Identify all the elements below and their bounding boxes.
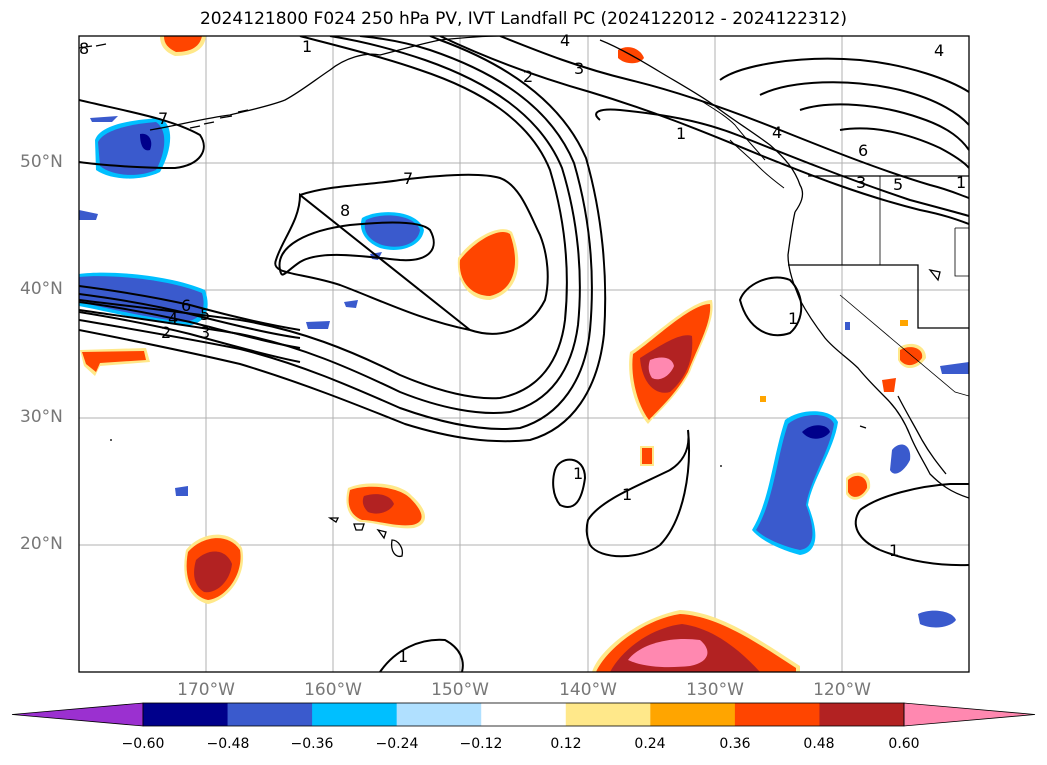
colorbar-extend-low — [11, 702, 144, 727]
colorbar-cell — [565, 703, 651, 726]
lon-label: 170°W — [177, 680, 235, 700]
colorbar-cell — [481, 703, 567, 726]
lon-label: 160°W — [304, 680, 362, 700]
contour-label: 2 — [523, 67, 533, 86]
colorbar-cell — [227, 703, 313, 726]
contour-label: 1 — [956, 173, 966, 192]
contour-label: 7 — [403, 169, 413, 188]
contour-label: 6 — [858, 141, 868, 160]
colorbar-tick: 0.60 — [888, 736, 920, 752]
contour-label: 3 — [200, 323, 210, 342]
lat-label: 40°N — [20, 279, 63, 299]
contour-label: 4 — [560, 31, 570, 50]
lon-label: 130°W — [686, 680, 744, 700]
colorbar-tick: −0.36 — [290, 736, 334, 752]
contour-label: 1 — [676, 124, 686, 143]
contour-label: 5 — [200, 305, 210, 324]
lat-label: 20°N — [20, 534, 63, 554]
contour-label: 3 — [856, 173, 866, 192]
colorbar-tick: 0.24 — [634, 736, 666, 752]
contour-label: 3 — [574, 59, 584, 78]
colorbar — [11, 702, 1036, 727]
colorbar-cell — [143, 703, 229, 726]
colorbar-tick: −0.12 — [459, 736, 503, 752]
colorbar-tick: 0.36 — [719, 736, 751, 752]
contour-label: 2 — [161, 323, 171, 342]
colorbar-tick: 0.48 — [803, 736, 835, 752]
map-plot-area — [79, 36, 969, 672]
lon-label: 140°W — [559, 680, 617, 700]
contour-label: 4 — [772, 123, 782, 142]
contour-labels: 8 1 4 2 3 4 7 1 4 6 3 5 1 7 8 6 5 4 3 2 … — [79, 31, 966, 666]
colorbar-extend-high — [903, 702, 1036, 727]
colorbar-cells — [143, 703, 905, 726]
contour-label: 8 — [340, 201, 350, 220]
colorbar-tick: −0.48 — [206, 736, 250, 752]
contour-label: 1 — [573, 464, 583, 483]
contour-label: 8 — [79, 39, 89, 58]
contour-label: 4 — [168, 309, 178, 328]
map-frame — [78, 35, 970, 673]
pv-contours — [79, 36, 969, 672]
colorbar-cell — [650, 703, 736, 726]
contour-label: 1 — [302, 37, 312, 56]
contour-label: 7 — [158, 109, 168, 128]
colorbar-cell — [734, 703, 820, 726]
colorbar-cell — [819, 703, 905, 726]
lon-label: 120°W — [813, 680, 871, 700]
colorbar-cell — [396, 703, 482, 726]
contour-label: 1 — [398, 647, 408, 666]
contour-label: 1 — [622, 485, 632, 504]
ivt-shading — [79, 36, 969, 672]
colorbar-cell — [312, 703, 398, 726]
contour-label: 1 — [889, 541, 899, 560]
contour-label: 1 — [788, 309, 798, 328]
lat-label: 30°N — [20, 407, 63, 427]
lon-label: 150°W — [431, 680, 489, 700]
map-title: 2024121800 F024 250 hPa PV, IVT Landfall… — [199, 9, 847, 29]
colorbar-tick: 0.12 — [550, 736, 582, 752]
colorbar-tick: −0.60 — [121, 736, 165, 752]
contour-label: 6 — [181, 296, 191, 315]
contour-label: 5 — [893, 175, 903, 194]
contour-label: 4 — [934, 41, 944, 60]
lat-label: 50°N — [20, 152, 63, 172]
colorbar-tick: −0.24 — [375, 736, 419, 752]
